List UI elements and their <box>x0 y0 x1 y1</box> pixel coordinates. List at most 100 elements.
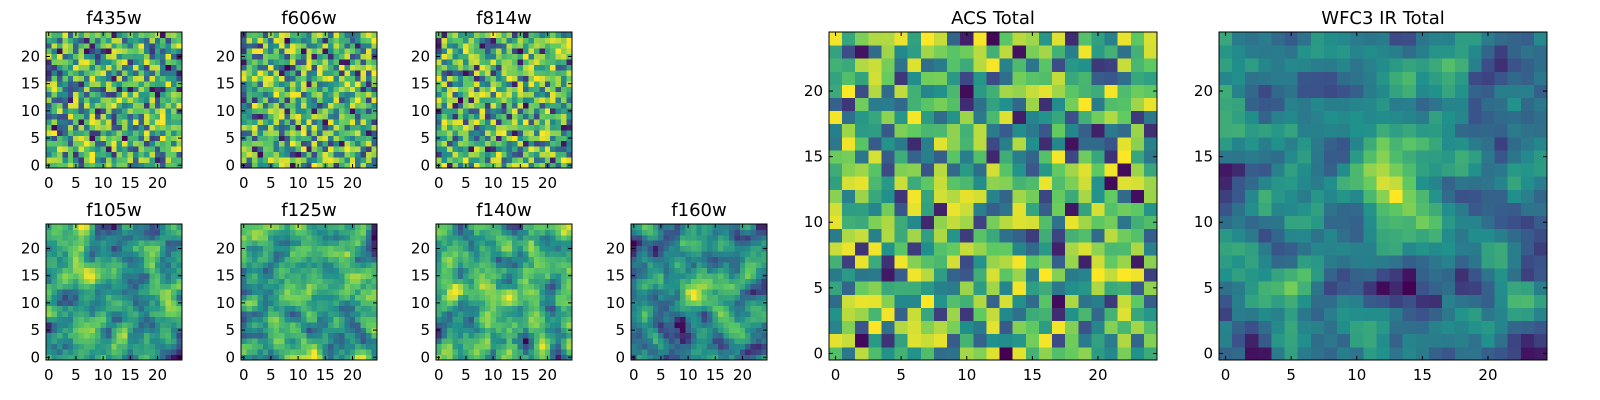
heatmap-cell <box>133 240 139 247</box>
heatmap-cell <box>143 75 150 82</box>
heatmap-cell <box>300 224 307 230</box>
heatmap-cell <box>1025 215 1040 230</box>
heatmap-cell <box>133 140 139 147</box>
heatmap-cell <box>441 338 448 345</box>
heatmap-cell <box>89 48 96 55</box>
heatmap-cell <box>973 307 987 322</box>
heatmap-cell <box>452 113 459 120</box>
heatmap-cell <box>457 354 464 361</box>
heatmap-cell <box>550 140 557 147</box>
heatmap-cell <box>100 272 107 279</box>
heatmap-cell <box>171 119 177 125</box>
heatmap-cell <box>116 332 123 339</box>
heatmap-cell <box>829 228 843 243</box>
heatmap-cell <box>1078 215 1092 230</box>
heatmap-cell <box>868 202 882 217</box>
heatmap-cell <box>273 349 280 355</box>
heatmap-cell <box>268 272 275 279</box>
heatmap-cell <box>506 157 513 163</box>
heatmap-cell <box>517 75 524 82</box>
heatmap-cell <box>690 343 697 350</box>
heatmap-cell <box>371 251 378 258</box>
heatmap-cell <box>94 327 101 334</box>
heatmap-cell <box>116 140 123 147</box>
heatmap-cell <box>441 262 448 268</box>
heatmap-cell <box>84 240 90 247</box>
heatmap-cell <box>251 70 258 76</box>
heatmap-cell <box>723 262 730 268</box>
heatmap-cell <box>56 240 63 247</box>
x-tick-label: 10 <box>289 174 308 192</box>
heatmap-cell <box>690 278 697 285</box>
heatmap-cell <box>154 64 161 71</box>
x-tick-label: 15 <box>706 366 725 384</box>
heatmap-cell <box>933 163 948 177</box>
heatmap-cell <box>452 289 459 296</box>
heatmap-cell <box>920 228 935 243</box>
heatmap-cell <box>550 108 557 114</box>
heatmap-cell <box>679 240 686 247</box>
heatmap-cell <box>89 151 96 158</box>
heatmap-cell <box>750 240 757 247</box>
heatmap-cell <box>62 129 69 136</box>
heatmap-cell <box>360 53 367 60</box>
heatmap-cell <box>701 240 708 247</box>
heatmap-cell <box>550 316 557 323</box>
heatmap-cell <box>149 48 156 55</box>
heatmap-cell <box>154 157 161 163</box>
heatmap-cell <box>539 64 546 71</box>
heatmap-cell <box>143 224 150 230</box>
heatmap-cell <box>94 129 101 136</box>
heatmap-cell <box>78 75 85 82</box>
heatmap-cell <box>295 316 302 323</box>
heatmap-cell <box>756 234 762 241</box>
heatmap-cell <box>355 119 362 125</box>
heatmap-cell <box>51 289 58 296</box>
heatmap-cell <box>311 80 318 87</box>
heatmap-cell <box>371 70 378 76</box>
heatmap-cell <box>436 338 442 345</box>
heatmap-cell <box>257 162 264 169</box>
heatmap-cell <box>457 59 464 66</box>
heatmap-cell <box>51 272 58 279</box>
heatmap-cell <box>452 37 459 44</box>
heatmap-cell <box>56 234 63 241</box>
heatmap-cell <box>273 80 280 87</box>
heatmap-cell <box>501 75 508 82</box>
heatmap-cell <box>1091 241 1105 256</box>
heatmap-cell <box>550 80 557 87</box>
heatmap-cell <box>441 91 448 98</box>
heatmap-cell <box>116 262 123 268</box>
heatmap-cell <box>641 240 648 247</box>
heatmap-cell <box>490 272 497 279</box>
heatmap-cell <box>512 256 518 263</box>
heatmap-cell <box>149 278 156 285</box>
heatmap-cell <box>251 332 258 339</box>
heatmap-cell <box>468 146 475 153</box>
heatmap-cell <box>1038 333 1053 348</box>
heatmap-cell <box>701 262 708 268</box>
heatmap-cell <box>490 283 497 290</box>
heatmap-cell <box>1104 202 1119 217</box>
heatmap-cell <box>306 151 313 158</box>
heatmap-cell <box>474 262 480 268</box>
heatmap-cell <box>138 86 145 93</box>
heatmap-cell <box>257 305 264 312</box>
heatmap-cell <box>663 294 670 301</box>
heatmap-cell <box>241 294 247 301</box>
heatmap-cell <box>1143 333 1158 348</box>
heatmap-cell <box>528 349 535 355</box>
heatmap-cell <box>366 124 372 131</box>
heatmap-cell <box>111 86 118 93</box>
heatmap-cell <box>457 102 464 109</box>
heatmap-cell <box>246 102 253 109</box>
heatmap-cell <box>143 251 150 258</box>
heatmap-cell <box>528 240 535 247</box>
heatmap-cell <box>160 53 167 60</box>
heatmap-cell <box>539 256 546 263</box>
x-tick-label: 10 <box>484 366 503 384</box>
heatmap-cell <box>165 146 172 153</box>
heatmap-cell <box>317 311 323 317</box>
heatmap-cell <box>295 129 302 136</box>
heatmap-cell <box>122 338 128 345</box>
